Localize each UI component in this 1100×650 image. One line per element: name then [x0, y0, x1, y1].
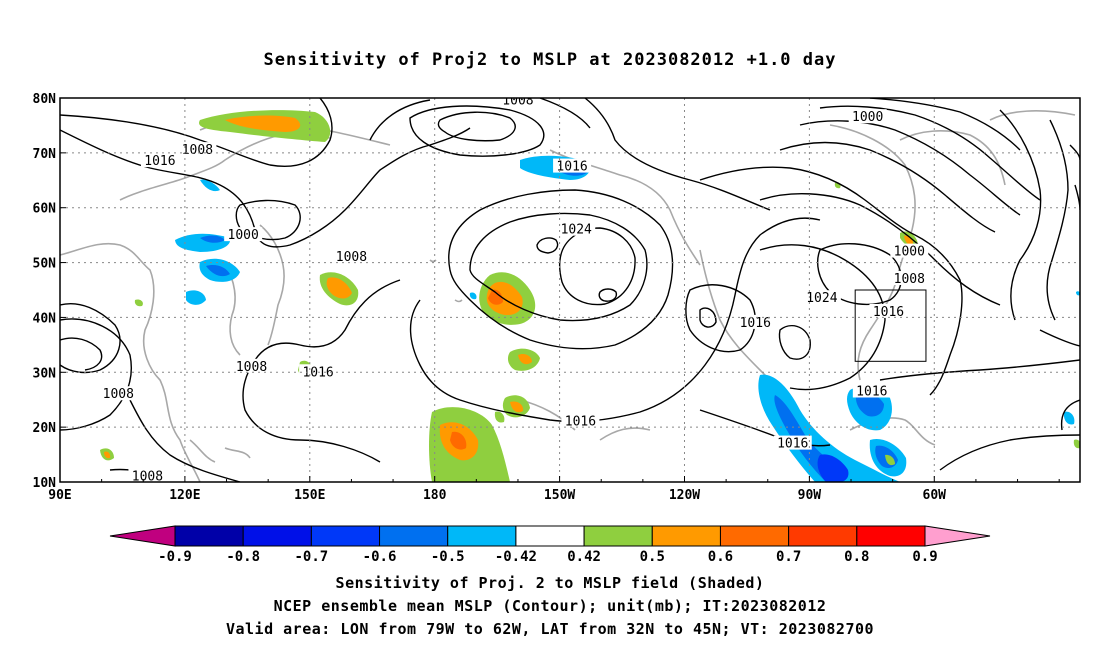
lat-label: 50N	[33, 257, 57, 272]
contour-label: 1008	[502, 94, 533, 109]
colorbar-box	[515, 525, 585, 547]
contour-label-bg	[232, 358, 271, 373]
lat-label: 60N	[33, 202, 57, 217]
contour-label-bg	[848, 109, 887, 124]
contour-label: 1016	[740, 316, 771, 331]
contour-label: 1016	[777, 437, 808, 452]
contour-label-bg	[561, 413, 600, 428]
lon-label: 150E	[294, 488, 325, 503]
lon-label: 180	[423, 488, 447, 503]
contour-label-bg	[498, 98, 537, 107]
colorbar-box	[856, 525, 926, 547]
map-title: Sensitivity of Proj2 to MSLP at 20230820…	[263, 50, 837, 70]
colorbar-label: -0.6	[363, 549, 397, 565]
lat-lon-grid	[60, 98, 1080, 482]
contour-label-bg	[140, 153, 179, 168]
axis-ticks	[59, 97, 1060, 483]
contour-label: 1016	[556, 160, 587, 175]
caption-valid-area: Valid area: LON from 79W to 62W, LAT fro…	[225, 620, 875, 638]
lat-label: 70N	[33, 147, 57, 162]
colorbar-box	[310, 525, 381, 547]
colorbar-label: -0.42	[495, 549, 537, 565]
colorbar-box	[242, 525, 312, 547]
colorbar-box	[447, 525, 517, 547]
contour-label: 1008	[182, 143, 213, 158]
lat-label: 10N	[33, 476, 57, 491]
valid-area-box	[854, 289, 927, 362]
contour-label: 1000	[894, 245, 925, 260]
lon-label: 90E	[48, 488, 71, 503]
colorbar-label: 0.42	[567, 549, 601, 565]
colorbar-label: 0.5	[640, 549, 665, 565]
lat-label: 30N	[33, 366, 57, 381]
colorbar-box	[788, 525, 858, 547]
mslp-contours	[60, 98, 1080, 482]
colorbar-label: 0.8	[844, 549, 869, 565]
contour-label-bg	[332, 249, 371, 264]
lon-label: 90W	[798, 488, 822, 503]
colorbar-label: 0.7	[776, 549, 801, 565]
axis-labels: 90E 120E 150E 180 150W 120W 90W 60W 80N 70N 60N 50N…	[33, 92, 947, 503]
lat-label: 80N	[33, 92, 57, 107]
colorbar-box	[719, 525, 790, 547]
colorbar-box	[174, 525, 244, 547]
caption-shading: Sensitivity of Proj. 2 to MSLP field (Sh…	[335, 574, 765, 592]
colorbar-box	[379, 525, 449, 547]
contour-label: 1016	[873, 305, 904, 320]
contour-label-bg	[852, 383, 891, 398]
colorbar-low-triangle	[109, 525, 176, 547]
colorbar-label: -0.8	[226, 549, 260, 565]
colorbar-label: -0.7	[295, 549, 329, 565]
lon-label: 120W	[669, 488, 700, 503]
contour-label-bg	[299, 364, 338, 379]
colorbar-label: 0.9	[912, 549, 937, 565]
contour-label-bg	[890, 271, 929, 286]
plot-frame	[59, 97, 1081, 483]
contour-label: 1016	[856, 384, 887, 399]
contour-label: 1016	[144, 154, 175, 169]
contour-label: 1000	[228, 228, 259, 243]
colorbar-label: 0.6	[708, 549, 733, 565]
contour-label: 1024	[806, 291, 837, 306]
contour-label: 1008	[336, 250, 367, 265]
contour-label: 1008	[103, 387, 134, 402]
colorbar-box	[583, 525, 653, 547]
lon-label: 120E	[169, 488, 200, 503]
contour-label-bg	[99, 386, 138, 401]
contour-label: 1016	[565, 415, 596, 430]
contour-label: 1008	[894, 272, 925, 287]
lat-label: 20N	[33, 421, 57, 436]
colorbar-label: -0.5	[431, 549, 465, 565]
colorbar-label: -0.9	[158, 549, 192, 565]
contour-label-bg	[773, 435, 812, 450]
colorbar-high-triangle	[924, 525, 991, 547]
contour-label-bg	[890, 243, 929, 258]
contour-label-bg	[869, 303, 908, 318]
contour-label-bg	[802, 290, 841, 305]
colorbar-box	[651, 525, 721, 547]
contour-label: 1000	[852, 110, 883, 125]
caption-contour: NCEP ensemble mean MSLP (Contour); unit(…	[273, 597, 827, 615]
contour-label: 1024	[561, 223, 592, 238]
contour-labels: 1008 1000 1016 1008 1016 1024 1000 1008 1000 1008…	[99, 94, 929, 485]
contour-label: 1008	[132, 470, 163, 485]
lon-label: 60W	[923, 488, 947, 503]
contour-label-bg	[128, 468, 167, 482]
contour-label-bg	[553, 158, 592, 173]
contour-label-bg	[557, 221, 596, 236]
contour-label: 1008	[236, 360, 267, 375]
contour-label-bg	[224, 227, 263, 242]
lon-label: 150W	[544, 488, 575, 503]
contour-label-bg	[736, 314, 775, 329]
lat-label: 40N	[33, 311, 57, 326]
